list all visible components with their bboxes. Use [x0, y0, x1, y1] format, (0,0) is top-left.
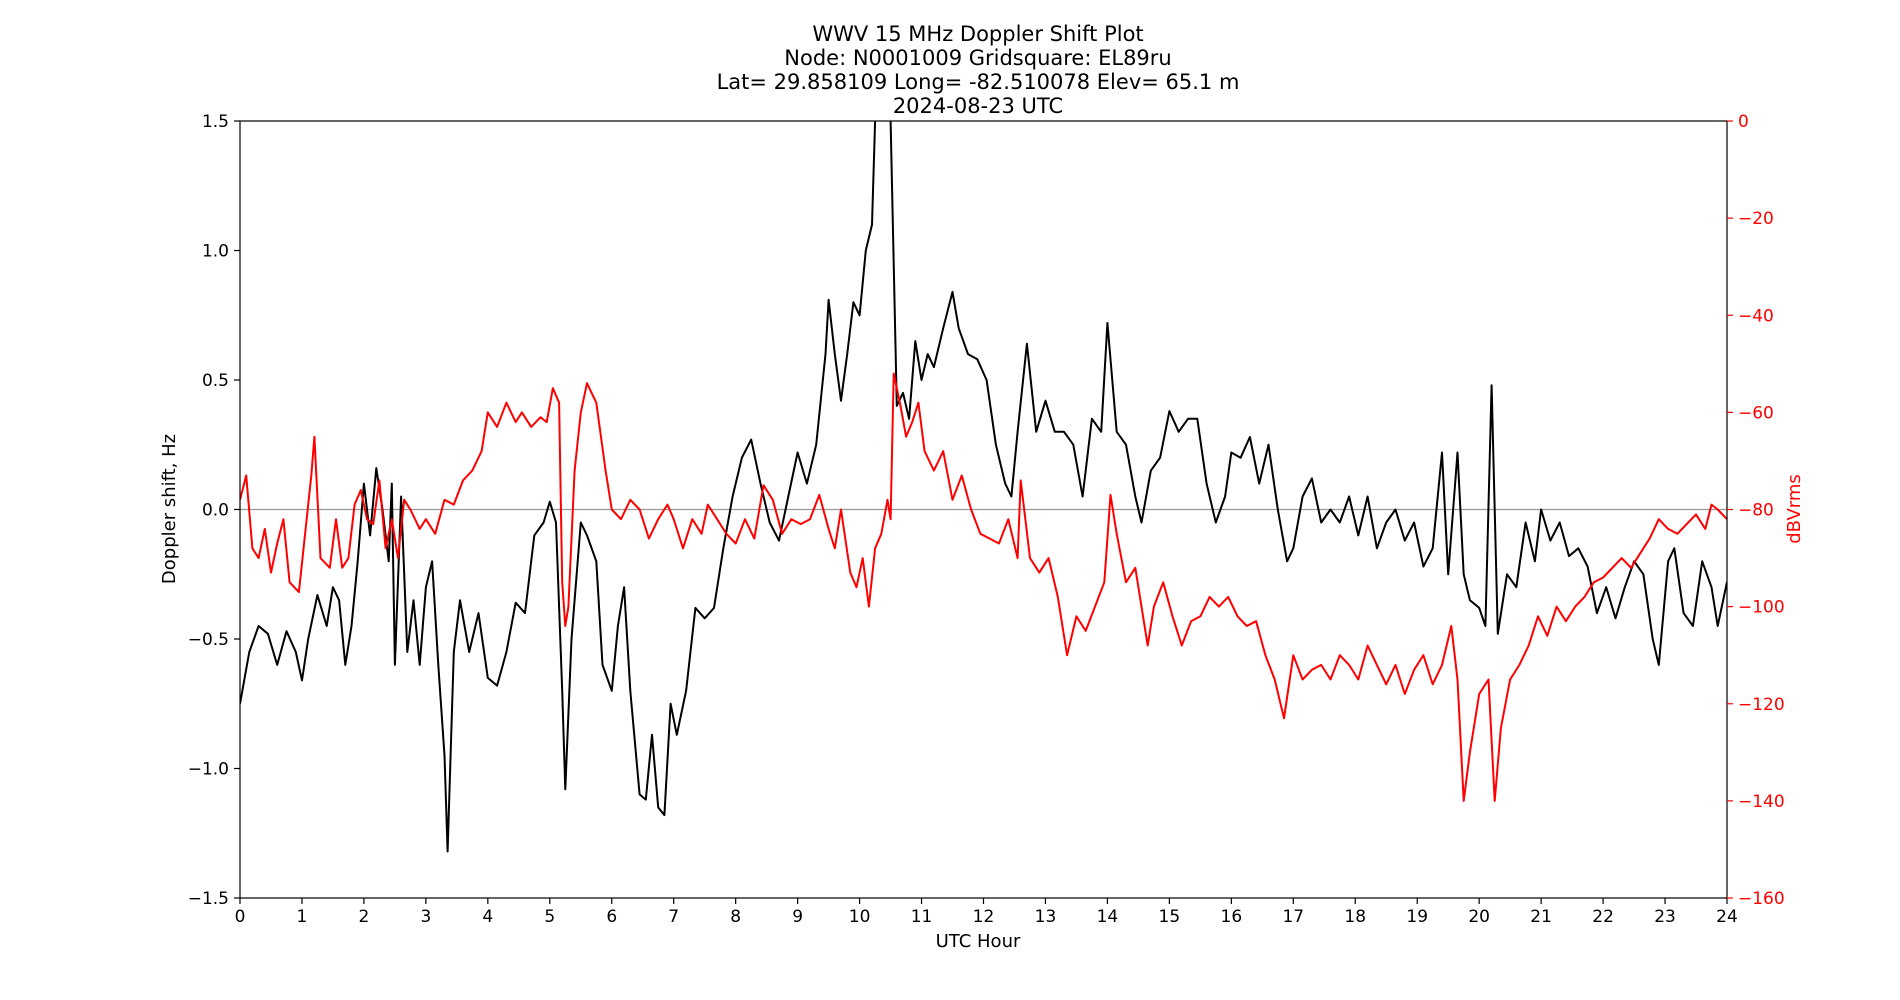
x-tick-label: 19 — [1406, 907, 1428, 927]
title-line-2: Node: N0001009 Gridsquare: EL89ru — [784, 46, 1171, 70]
x-tick-label: 23 — [1654, 907, 1676, 927]
y-right-tick-label: −80 — [1738, 501, 1774, 521]
y-right-tick-label: −160 — [1738, 889, 1785, 909]
y-left-tick-label: 0.5 — [202, 371, 229, 391]
title-line-3: Lat= 29.858109 Long= -82.510078 Elev= 65… — [717, 70, 1240, 94]
x-tick-label: 22 — [1592, 907, 1614, 927]
y-right-tick-label: 0 — [1738, 112, 1749, 132]
x-tick-label: 1 — [297, 907, 308, 927]
y-left-tick-label: 0.0 — [202, 501, 229, 521]
x-tick-label: 11 — [911, 907, 933, 927]
title-line-4: 2024-08-23 UTC — [893, 94, 1063, 118]
y-right-tick-label: −120 — [1738, 695, 1785, 715]
y-left-tick-label: −1.0 — [188, 760, 229, 780]
y-left-tick-label: −0.5 — [188, 630, 229, 650]
series-line-doppler-shift — [240, 121, 1727, 853]
x-tick-label: 7 — [668, 907, 679, 927]
x-tick-label: 4 — [482, 907, 493, 927]
x-tick-label: 15 — [1159, 907, 1181, 927]
y-left-tick-label: 1.5 — [202, 112, 229, 132]
series-line-signal-level — [240, 372, 1727, 802]
y-right-tick-label: −140 — [1738, 792, 1785, 812]
y-right-tick-label: −40 — [1738, 306, 1774, 326]
y-right-tick-label: −60 — [1738, 403, 1774, 423]
y-axis-label-right: dBVrms — [1784, 474, 1805, 544]
y-axis-label-left: Doppler shift, Hz — [159, 434, 180, 584]
x-tick-label: 12 — [973, 907, 995, 927]
y-left-tick-label: −1.5 — [188, 889, 229, 909]
x-tick-label: 5 — [544, 907, 555, 927]
x-tick-label: 24 — [1716, 907, 1738, 927]
y-right-tick-label: −100 — [1738, 598, 1785, 618]
x-tick-label: 20 — [1468, 907, 1490, 927]
x-tick-label: 14 — [1097, 907, 1119, 927]
x-tick-label: 2 — [359, 907, 370, 927]
y-left-tick-label: 1.0 — [202, 242, 229, 262]
x-tick-label: 16 — [1221, 907, 1243, 927]
chart-title: WWV 15 MHz Doppler Shift Plot Node: N000… — [717, 22, 1240, 118]
x-tick-label: 9 — [792, 907, 803, 927]
plot-area: 0 1 2 3 4 5 6 7 8 9 10 11 12 13 14 15 16 17 18 19 20 21 22 23 24… — [188, 112, 1785, 927]
x-tick-label: 3 — [420, 907, 431, 927]
x-tick-label: 18 — [1344, 907, 1366, 927]
x-tick-label: 0 — [235, 907, 246, 927]
x-tick-label: 6 — [606, 907, 617, 927]
x-tick-label: 8 — [730, 907, 741, 927]
x-tick-label: 17 — [1282, 907, 1304, 927]
x-tick-label: 10 — [849, 907, 871, 927]
x-axis-label: UTC Hour — [936, 931, 1021, 952]
y-right-tick-label: −20 — [1738, 209, 1774, 229]
x-tick-label: 21 — [1530, 907, 1552, 927]
title-line-1: WWV 15 MHz Doppler Shift Plot — [812, 22, 1143, 46]
x-tick-label: 13 — [1035, 907, 1057, 927]
